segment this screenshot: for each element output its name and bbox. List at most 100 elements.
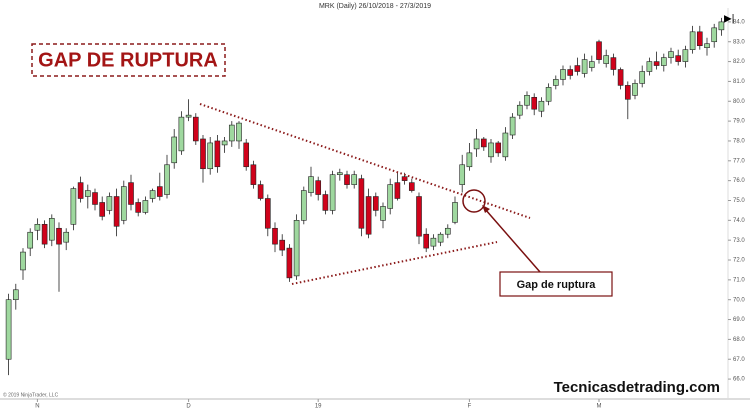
x-tick-label: M [597,404,602,410]
candle-body [344,174,350,185]
candle-body [560,69,566,80]
y-tick-label: 68.0 [733,337,745,343]
x-tick-label: D [186,404,191,410]
candle-body [516,104,523,116]
candle-body [545,87,552,102]
y-tick-label: 74.0 [733,218,745,224]
gap-circle [462,189,486,213]
candle-body [538,100,545,112]
candle-body [207,142,214,170]
candle-body [192,116,199,142]
candle-body [264,198,271,229]
y-tick-label: 73.0 [733,238,745,244]
candle-body [675,55,682,62]
candle-body [84,190,91,197]
candle-body [5,299,12,360]
candle-body [596,41,602,60]
y-tick-label: 82.0 [733,59,745,65]
candle-body [588,61,595,68]
candle-body [696,31,703,47]
candle-body [459,164,466,185]
candle-body [365,196,372,235]
candle-body [106,196,113,211]
candle-body [473,138,480,150]
candle-body [495,142,502,154]
candle-body [531,96,538,110]
candle-body [380,206,386,221]
y-tick-label: 78.0 [733,139,745,145]
candle-body [92,192,98,205]
candle-body [336,172,343,175]
candle-body [300,190,307,221]
candle-body [646,61,653,72]
candle-body [711,27,718,43]
candle-body [250,164,257,185]
plot-area: 66.0 67.0 68.0 69.0 70.0 71.0 72.0 73.0 74.0 75.0… [5,17,745,410]
chart-title: MRK (Daily) 26/10/2018 - 27/3/2019 [319,3,431,10]
candle-body [200,138,206,170]
candle-body [480,138,487,148]
candle-body [178,116,185,152]
scroll-end-icon[interactable]: ▶| [724,14,734,25]
arrow-head [482,205,490,213]
candle-body [27,231,34,249]
candle-body [293,220,300,277]
candle-body [20,251,26,271]
candle-body [408,182,415,191]
candle-body [322,194,329,211]
candle-body [41,223,48,245]
title-box [31,43,226,77]
candle-body [171,136,178,164]
y-tick-label: 80.0 [733,99,745,105]
watermark: Tecnicasdetrading.com [554,379,720,396]
candle-body [524,95,530,106]
candle-body [308,176,314,193]
candle-body [228,124,235,142]
candle-body [185,114,192,118]
candle-body [567,69,574,76]
candle-body [689,31,696,50]
x-tick-label: N [35,404,39,410]
candle-body [430,237,437,247]
y-tick-label: 70.0 [733,297,745,303]
candle-body [164,164,170,195]
candle-body [34,223,41,231]
candle-body [632,83,638,96]
x-tick-label: 19 [315,404,322,410]
candle-body [351,174,358,185]
candle-body [581,59,588,74]
candle-body [682,49,689,62]
candle-body [617,69,624,86]
y-tick-label: 69.0 [733,317,745,323]
callout-arrow [484,208,541,273]
candle-body [387,184,394,209]
candle-body [624,85,631,100]
candle-body [394,182,401,199]
candle-body [214,140,221,168]
candle-body [236,122,242,142]
y-tick-label: 71.0 [733,277,745,283]
candle-body [149,190,156,199]
candle-body [257,184,264,199]
candle-body [444,227,451,235]
candle-body [660,57,667,66]
y-tick-label: 81.0 [733,79,745,85]
lower-trendline [291,241,498,285]
x-tick-label: F [468,404,472,410]
candle-body [99,202,106,217]
y-tick-label: 75.0 [733,198,745,204]
candle-body [315,180,322,195]
candle-body [574,65,581,72]
candle-body [120,186,127,221]
candle-body [358,178,365,229]
candle-body [77,182,84,199]
candle-body [70,188,77,225]
candle-body [48,218,55,241]
candle-body [221,140,228,146]
candle-body [704,43,710,48]
candle-body [156,186,163,197]
candle-body [243,142,250,168]
y-tick-label: 72.0 [733,258,745,264]
candle-body [603,55,610,64]
